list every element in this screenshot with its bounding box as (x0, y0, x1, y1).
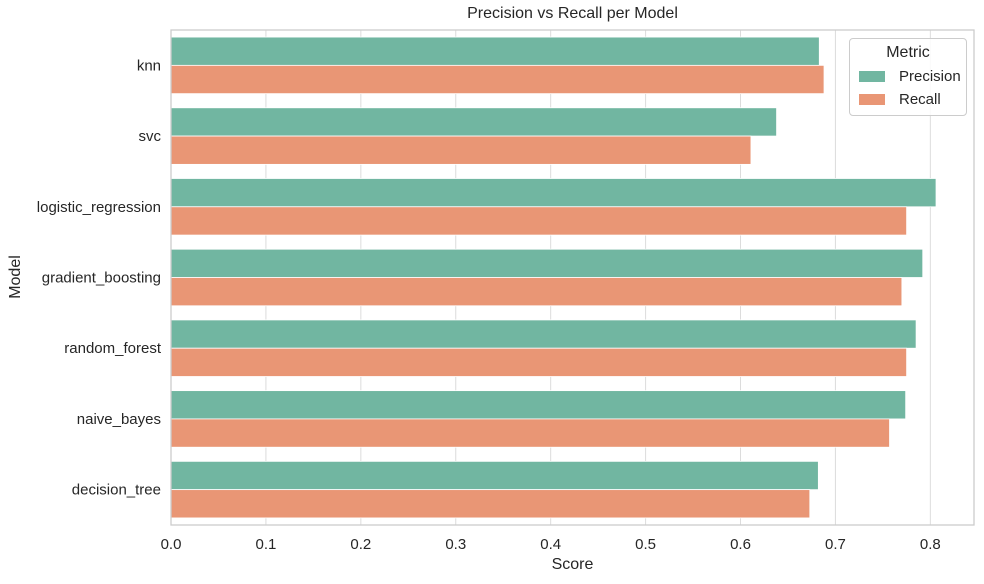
recall-swatch (859, 94, 885, 105)
x-tick-label: 0.8 (920, 536, 941, 553)
bar-recall-knn (170, 64, 825, 95)
bar-precision-decision_tree (170, 460, 819, 491)
y-axis-label: Model (7, 255, 24, 299)
bar-recall-naive_bayes (170, 418, 890, 448)
bar-recall-logistic_regression (170, 206, 908, 236)
x-tick-label: 0.2 (350, 536, 371, 553)
x-tick-label: 0.5 (635, 536, 656, 553)
x-tick-label: 0.0 (161, 536, 182, 553)
bar-recall-decision_tree (170, 489, 811, 519)
plot-border (170, 29, 975, 526)
bar-recall-svc (170, 135, 752, 165)
y-tick-label: logistic_regression (37, 199, 161, 216)
x-tick-label: 0.1 (255, 536, 276, 553)
y-tick-label: decision_tree (72, 482, 161, 499)
y-tick-label: random_forest (64, 340, 162, 357)
bar-recall-gradient_boosting (170, 277, 903, 307)
bar-precision-random_forest (170, 319, 917, 349)
x-tick-label: 0.7 (825, 536, 846, 553)
bar-recall-random_forest (170, 347, 908, 377)
y-tick-label: naive_bayes (77, 411, 161, 428)
bar-precision-svc (170, 107, 777, 137)
legend-label-precision: Precision (899, 68, 961, 85)
x-tick-label: 0.3 (445, 536, 466, 553)
x-axis-label: Score (551, 556, 594, 573)
x-tick-label: 0.4 (540, 536, 561, 553)
legend-label-recall: Recall (899, 91, 941, 108)
chart-title: Precision vs Recall per Model (467, 5, 678, 22)
precision-swatch (859, 71, 885, 82)
bar-precision-naive_bayes (170, 390, 907, 420)
legend-item-precision: Precision (859, 68, 961, 85)
bar-precision-gradient_boosting (170, 248, 924, 278)
x-tick-label: 0.6 (730, 536, 751, 553)
legend: Metric Precision Recall (849, 38, 967, 116)
y-tick-label: gradient_boosting (42, 270, 161, 287)
bar-precision-logistic_regression (170, 178, 937, 208)
bar-precision-knn (170, 36, 820, 66)
y-tick-label: knn (137, 57, 161, 74)
legend-item-recall: Recall (859, 91, 957, 108)
y-tick-label: svc (139, 128, 162, 145)
legend-title: Metric (886, 44, 930, 61)
